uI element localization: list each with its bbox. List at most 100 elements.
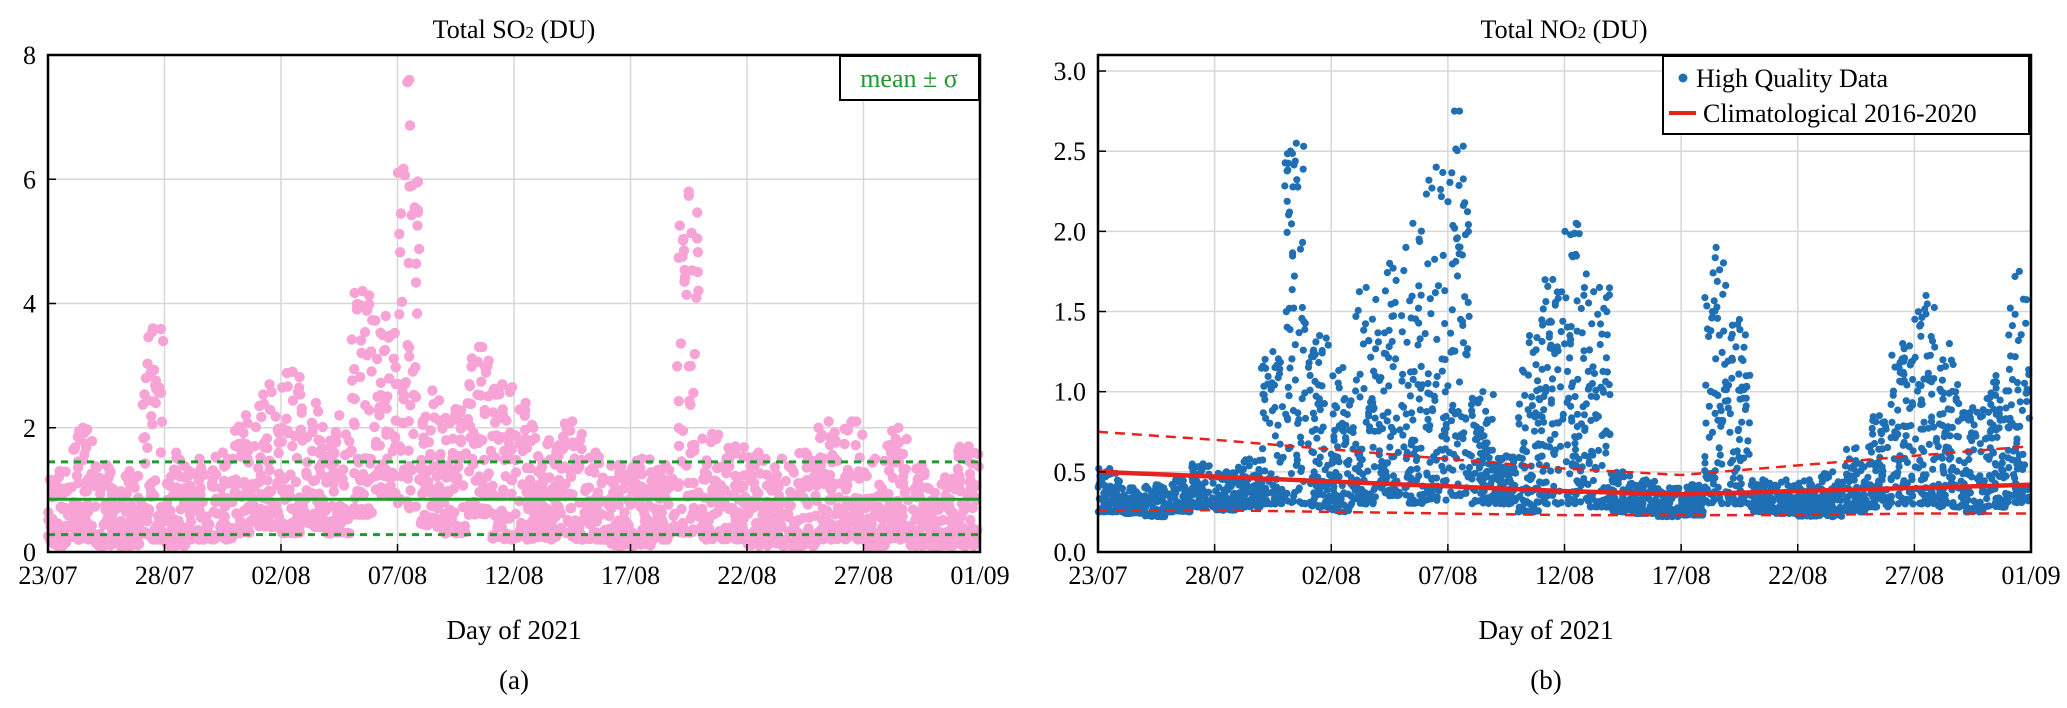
- data-point: [452, 472, 463, 483]
- data-point: [1568, 383, 1576, 391]
- data-point: [1344, 460, 1352, 469]
- data-point: [423, 437, 435, 448]
- data-point: [1285, 211, 1293, 219]
- data-point-peak: [1479, 388, 1487, 396]
- x-tick-label: 23/07: [18, 561, 77, 590]
- data-point: [1387, 300, 1395, 308]
- data-point: [79, 486, 90, 497]
- data-point: [400, 377, 411, 388]
- data-point: [306, 417, 318, 428]
- data-point-peak: [1712, 243, 1720, 251]
- data-point: [1404, 381, 1412, 389]
- data-point-peak: [171, 447, 182, 458]
- data-point: [919, 469, 930, 481]
- data-point: [1144, 485, 1152, 493]
- x-tick-label: 17/08: [601, 561, 660, 590]
- data-point: [1735, 436, 1744, 444]
- data-point: [1390, 428, 1398, 436]
- data-point: [1724, 397, 1732, 405]
- data-point: [207, 474, 218, 486]
- data-point: [1431, 396, 1439, 404]
- data-point: [1118, 484, 1127, 493]
- data-point: [1287, 470, 1295, 478]
- data-point: [558, 443, 569, 455]
- data-point: [1705, 433, 1713, 441]
- data-point: [221, 456, 232, 468]
- data-point: [1598, 461, 1606, 470]
- data-point: [1559, 317, 1567, 325]
- data-point: [1705, 402, 1713, 410]
- data-point: [1322, 334, 1330, 342]
- data-point: [464, 379, 475, 390]
- data-point: [346, 334, 357, 345]
- data-point: [1548, 385, 1556, 393]
- data-point: [625, 499, 636, 510]
- data-point: [1442, 496, 1450, 504]
- data-point: [955, 511, 967, 522]
- data-point: [349, 364, 360, 375]
- data-point: [1403, 338, 1411, 346]
- data-point: [1571, 433, 1579, 441]
- data-point: [69, 503, 80, 514]
- data-point-peak: [1362, 283, 1370, 292]
- data-point: [567, 437, 579, 448]
- data-point: [327, 500, 338, 512]
- data-point: [677, 235, 689, 246]
- data-point: [1737, 355, 1745, 363]
- data-point: [1571, 393, 1579, 401]
- data-point: [276, 436, 287, 447]
- data-point: [1438, 367, 1446, 375]
- data-point: [1556, 383, 1565, 391]
- data-point: [688, 387, 699, 399]
- data-point-peak: [380, 310, 391, 322]
- data-point: [189, 468, 200, 479]
- data-point: [487, 450, 498, 462]
- data-point: [1750, 481, 1758, 489]
- data-point: [1602, 427, 1610, 435]
- data-point: [421, 510, 432, 521]
- data-point: [1433, 474, 1441, 482]
- data-point-peak: [54, 466, 65, 477]
- data-point: [1380, 349, 1388, 357]
- data-point: [1290, 492, 1298, 500]
- data-point-peak: [1735, 315, 1743, 324]
- data-point: [91, 462, 103, 473]
- data-point: [455, 423, 466, 434]
- data-point: [1585, 382, 1593, 390]
- data-point: [1660, 495, 1668, 503]
- data-point-peak: [1152, 481, 1160, 489]
- data-point: [1310, 346, 1318, 354]
- data-point: [1581, 426, 1589, 434]
- data-point: [606, 536, 618, 547]
- data-point: [1732, 343, 1740, 351]
- data-point: [1553, 288, 1561, 296]
- data-point: [449, 507, 460, 518]
- data-point: [1264, 380, 1272, 388]
- data-point-peak: [1665, 484, 1674, 492]
- data-point: [1716, 451, 1724, 459]
- data-point: [1362, 418, 1370, 426]
- data-point: [1317, 427, 1325, 435]
- data-point: [1538, 316, 1546, 324]
- data-point: [1292, 461, 1300, 469]
- data-point: [1181, 494, 1189, 502]
- data-point: [1434, 282, 1443, 290]
- data-point: [1702, 497, 1710, 505]
- data-point: [1201, 478, 1209, 487]
- data-point: [1575, 230, 1583, 238]
- data-point: [314, 462, 325, 473]
- data-point: [394, 441, 406, 452]
- data-point: [1374, 338, 1382, 346]
- data-point: [772, 536, 783, 547]
- data-point: [703, 515, 714, 526]
- data-point-peak: [1269, 348, 1277, 356]
- data-point: [1724, 404, 1732, 412]
- data-point: [395, 208, 407, 219]
- so2-data-points: [43, 74, 984, 551]
- data-point: [1314, 381, 1323, 389]
- data-point: [1777, 500, 1785, 508]
- data-point: [241, 439, 252, 450]
- data-point: [1415, 472, 1423, 480]
- data-point: [1281, 159, 1289, 167]
- data-point-peak: [1549, 275, 1557, 284]
